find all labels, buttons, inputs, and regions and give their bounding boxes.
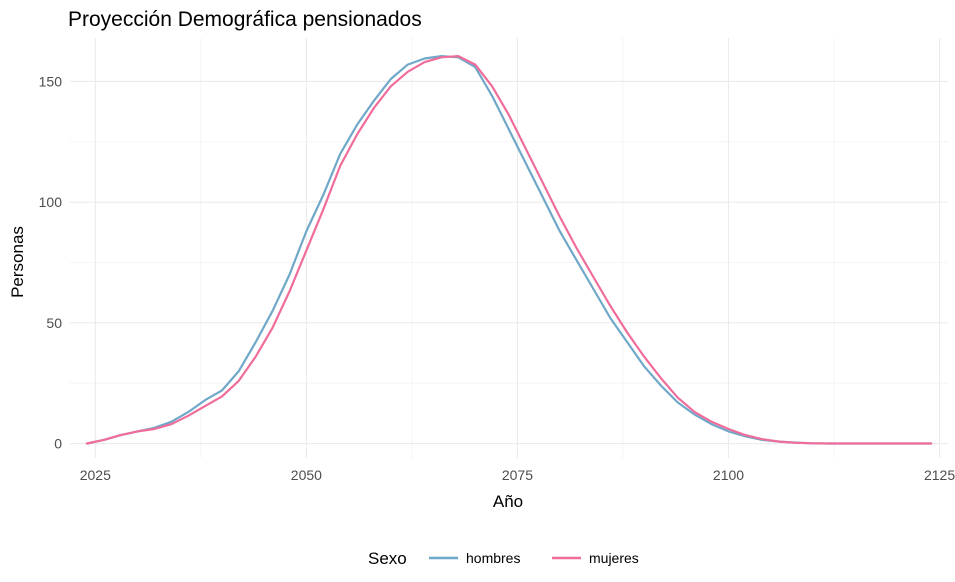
x-axis-ticks: 2025 2050 2075 2100 2125 [80, 467, 955, 483]
chart-grid [70, 38, 948, 458]
x-tick-label: 2125 [924, 467, 955, 483]
legend-label-hombres: hombres [466, 550, 520, 566]
y-tick-label: 0 [54, 436, 62, 452]
chart-title: Proyección Demográfica pensionados [68, 8, 422, 31]
x-axis-title: Año [493, 492, 523, 511]
y-tick-label: 100 [39, 194, 63, 210]
x-tick-label: 2100 [713, 467, 744, 483]
y-axis-title: Personas [8, 226, 27, 298]
x-tick-label: 2050 [291, 467, 322, 483]
series-line-mujeres [85, 55, 933, 445]
legend: Sexo hombres mujeres [368, 549, 639, 568]
legend-title: Sexo [368, 549, 407, 568]
legend-label-mujeres: mujeres [589, 550, 639, 566]
x-tick-label: 2075 [502, 467, 533, 483]
x-tick-label: 2025 [80, 467, 111, 483]
y-axis-ticks: 0 50 100 150 [39, 73, 63, 451]
chart-series-lines [85, 55, 933, 445]
y-tick-label: 50 [46, 315, 62, 331]
y-tick-label: 150 [39, 73, 63, 89]
